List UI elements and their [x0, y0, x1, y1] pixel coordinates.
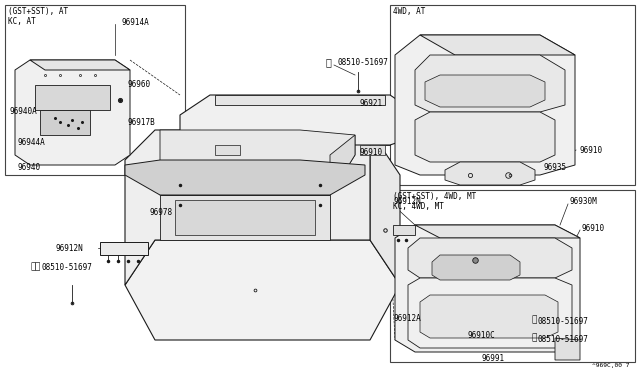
Polygon shape [215, 145, 240, 155]
Text: 96910C: 96910C [468, 331, 496, 340]
Polygon shape [215, 95, 385, 105]
Polygon shape [330, 135, 355, 195]
Polygon shape [100, 242, 148, 255]
Polygon shape [415, 112, 555, 162]
Text: Ⓢ: Ⓢ [30, 263, 36, 272]
Text: 96944A: 96944A [18, 138, 45, 147]
Text: 96910: 96910 [582, 224, 605, 233]
Polygon shape [180, 95, 420, 145]
Polygon shape [125, 240, 400, 340]
Polygon shape [420, 295, 558, 338]
Text: Ⓢ: Ⓢ [325, 57, 331, 67]
Polygon shape [160, 130, 355, 195]
Text: 96991: 96991 [482, 354, 505, 363]
Text: 96912N: 96912N [393, 197, 420, 206]
Text: 08510-51697: 08510-51697 [42, 263, 93, 272]
Text: Ⓢ: Ⓢ [531, 315, 537, 324]
Polygon shape [125, 160, 365, 195]
Polygon shape [395, 225, 580, 352]
Text: 96912A: 96912A [393, 314, 420, 323]
Text: 08510-51697: 08510-51697 [337, 58, 388, 67]
Text: 4WD, AT: 4WD, AT [393, 7, 426, 16]
Text: (GST+SST), AT
KC, AT: (GST+SST), AT KC, AT [8, 7, 68, 26]
Text: ^969C,00 7: ^969C,00 7 [593, 363, 630, 368]
Polygon shape [445, 162, 535, 185]
Bar [5, 5, 185, 175]
Polygon shape [395, 35, 575, 175]
Text: Ⓢ: Ⓢ [531, 334, 537, 343]
Polygon shape [393, 225, 415, 235]
Polygon shape [160, 195, 330, 240]
Text: 96940: 96940 [18, 163, 41, 172]
Polygon shape [432, 255, 520, 280]
Text: 96935: 96935 [544, 163, 567, 172]
Text: 96910: 96910 [580, 146, 603, 155]
Polygon shape [30, 60, 130, 70]
Polygon shape [40, 110, 90, 135]
Polygon shape [370, 130, 400, 285]
Polygon shape [175, 200, 315, 235]
Polygon shape [415, 55, 565, 112]
Polygon shape [15, 60, 130, 165]
Text: 96978: 96978 [150, 208, 173, 217]
Polygon shape [555, 338, 580, 360]
Text: 96912N: 96912N [55, 244, 83, 253]
Polygon shape [425, 75, 545, 107]
Text: 96940A: 96940A [10, 107, 38, 116]
Text: 96917B: 96917B [128, 118, 156, 127]
Polygon shape [415, 225, 580, 238]
Polygon shape [125, 130, 370, 285]
Text: 08510-51697: 08510-51697 [538, 335, 589, 344]
Polygon shape [408, 278, 572, 348]
Text: 96910: 96910 [360, 148, 383, 157]
Text: 96930M: 96930M [570, 197, 598, 206]
Text: 96921: 96921 [360, 99, 383, 108]
Bar [390, 190, 635, 362]
Text: (GST+SST), 4WD, MT
KC, 4WD, MT: (GST+SST), 4WD, MT KC, 4WD, MT [393, 192, 476, 211]
Text: Ⓢ: Ⓢ [35, 263, 40, 272]
Bar [390, 5, 635, 185]
Polygon shape [360, 145, 385, 155]
Polygon shape [35, 85, 110, 110]
Text: 08510-51697: 08510-51697 [538, 317, 589, 326]
Polygon shape [420, 35, 575, 55]
Text: 96960: 96960 [128, 80, 151, 89]
Text: 96914A: 96914A [122, 18, 150, 27]
Polygon shape [408, 238, 572, 278]
